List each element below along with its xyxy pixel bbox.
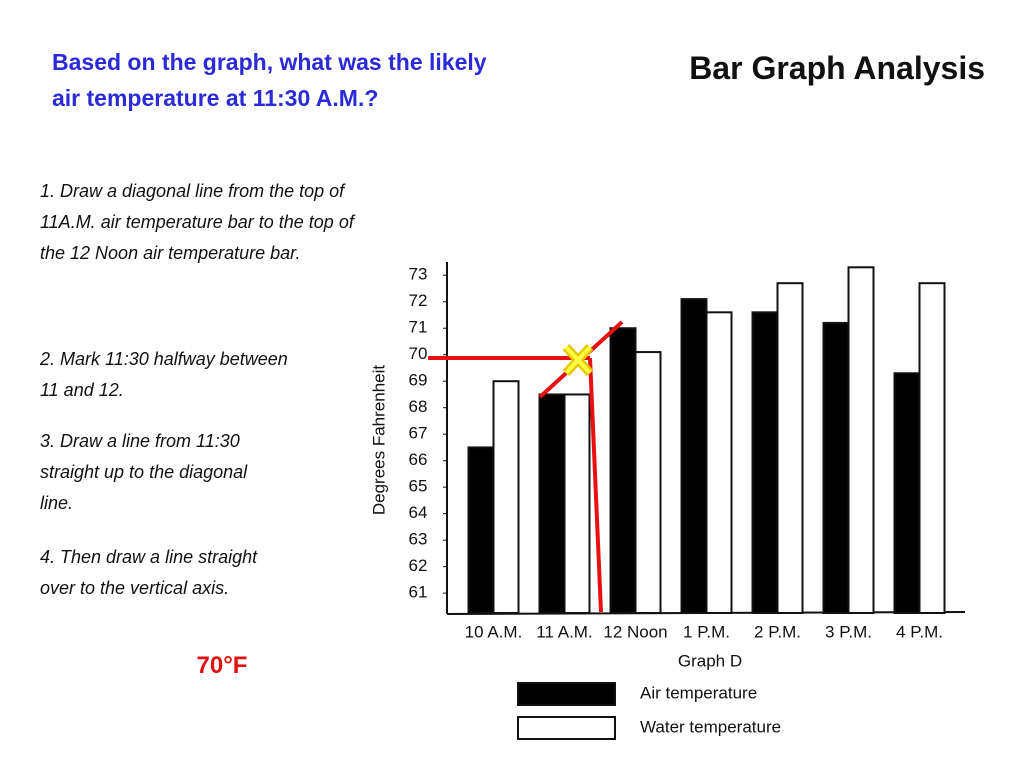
bar xyxy=(563,393,591,614)
legend-swatch xyxy=(517,716,616,740)
legend-swatch xyxy=(517,682,616,706)
slide-title: Bar Graph Analysis xyxy=(689,50,985,86)
y-tick-label: 70 xyxy=(409,344,428,363)
bar xyxy=(467,446,495,614)
vertical-line xyxy=(588,357,603,613)
step: 4. Then draw a line straight over to the… xyxy=(40,547,258,598)
x-tick-label: 12 Noon xyxy=(603,622,667,641)
answer: 70°F xyxy=(196,652,248,679)
question: Based on the graph, what was the likely … xyxy=(52,49,487,111)
y-axis-label: Degrees Fahrenheit xyxy=(369,365,388,516)
y-tick-label: 62 xyxy=(409,556,428,575)
y-tick-label: 72 xyxy=(409,291,428,310)
y-tick-label: 68 xyxy=(409,397,428,416)
bar xyxy=(634,351,662,614)
y-tick-label: 63 xyxy=(409,530,428,549)
x-tick-label: 11 A.M. xyxy=(536,622,592,641)
y-tick-label: 65 xyxy=(409,477,428,496)
bar xyxy=(492,380,520,614)
y-tick-label: 69 xyxy=(409,371,428,390)
bar xyxy=(847,266,875,614)
chart-subtitle: Graph D xyxy=(678,651,742,670)
bar xyxy=(705,311,733,614)
y-tick-label: 66 xyxy=(409,450,428,469)
y-tick-label: 73 xyxy=(409,265,428,284)
bar xyxy=(751,311,779,614)
legend-label: Water temperature xyxy=(640,717,781,736)
x-tick-label: 3 P.M. xyxy=(825,622,872,641)
y-tick-label: 64 xyxy=(409,503,428,522)
x-tick-label: 10 A.M. xyxy=(465,622,523,641)
y-tick-label: 71 xyxy=(409,318,428,337)
annotation xyxy=(428,320,624,613)
bar xyxy=(538,393,566,614)
y-tick-label: 61 xyxy=(409,583,428,602)
y-tick-label: 67 xyxy=(409,424,428,443)
bar xyxy=(918,282,946,614)
x-tick-label: 4 P.M. xyxy=(896,622,943,641)
bar xyxy=(893,372,921,614)
mark-x xyxy=(564,345,592,375)
bar xyxy=(609,327,637,614)
bar xyxy=(680,298,708,614)
step: 3. Draw a line from 11:30 straight up to… xyxy=(40,431,248,513)
legend-label: Air temperature xyxy=(640,683,757,702)
bar xyxy=(822,321,850,614)
x-tick-label: 1 P.M. xyxy=(683,622,730,641)
step: 1. Draw a diagonal line from the top of … xyxy=(40,181,354,263)
bar xyxy=(776,282,804,614)
x-tick-label: 2 P.M. xyxy=(754,622,801,641)
step: 2. Mark 11:30 halfway between 11 and 12. xyxy=(40,349,288,400)
